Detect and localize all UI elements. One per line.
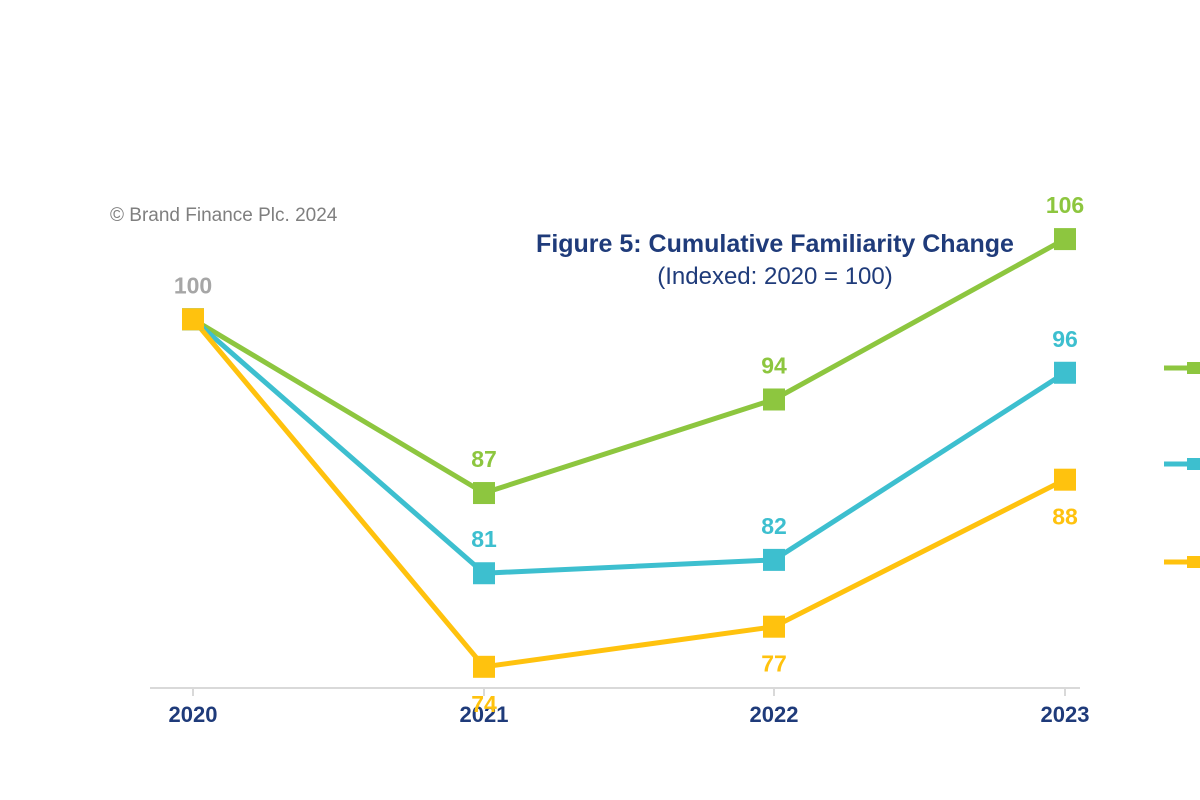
- x-tick-label: 2020: [169, 702, 218, 727]
- chart-subtitle: (Indexed: 2020 = 100): [657, 263, 893, 290]
- data-label: 94: [761, 352, 787, 378]
- series-lines: [190, 236, 1068, 670]
- legend-swatch-marker: [1187, 362, 1200, 374]
- data-labels: 87 94 106 81 82 96 74 77 88 100: [174, 192, 1084, 717]
- data-label: 87: [471, 446, 497, 472]
- data-point-marker: [763, 388, 785, 411]
- data-label: 82: [761, 513, 787, 539]
- data-label: 74: [471, 691, 497, 717]
- x-axis-ticks: 2020 2021 2022 2023: [169, 688, 1090, 727]
- x-tick-label: 2023: [1041, 702, 1090, 727]
- series-line: [190, 316, 1068, 576]
- baseline-data-label: 100: [174, 272, 212, 298]
- data-label: 96: [1052, 326, 1078, 352]
- chart-title: Figure 5: Cumulative Familiarity Change: [536, 230, 1014, 258]
- data-label: 88: [1052, 504, 1078, 530]
- series-markers: [182, 228, 1076, 678]
- data-point-marker: [1054, 468, 1076, 491]
- x-tick-label: 2021: [460, 702, 509, 727]
- data-point-marker: [473, 655, 495, 678]
- data-point-marker: [182, 308, 204, 331]
- x-tick-label: 2022: [750, 702, 799, 727]
- series-line: [190, 316, 1068, 670]
- legend-swatch-marker: [1187, 556, 1200, 568]
- data-point-marker: [763, 615, 785, 638]
- series-line: [190, 236, 1068, 496]
- legend: [1164, 362, 1200, 568]
- data-point-marker: [1054, 228, 1076, 251]
- copyright-notice: © Brand Finance Plc. 2024: [110, 205, 338, 226]
- data-label: 81: [471, 526, 497, 552]
- data-label: 106: [1046, 192, 1084, 218]
- data-point-marker: [473, 482, 495, 505]
- data-label: 77: [761, 651, 787, 677]
- data-point-marker: [473, 562, 495, 585]
- legend-swatch-marker: [1187, 458, 1200, 470]
- data-point-marker: [1054, 361, 1076, 384]
- data-point-marker: [763, 548, 785, 571]
